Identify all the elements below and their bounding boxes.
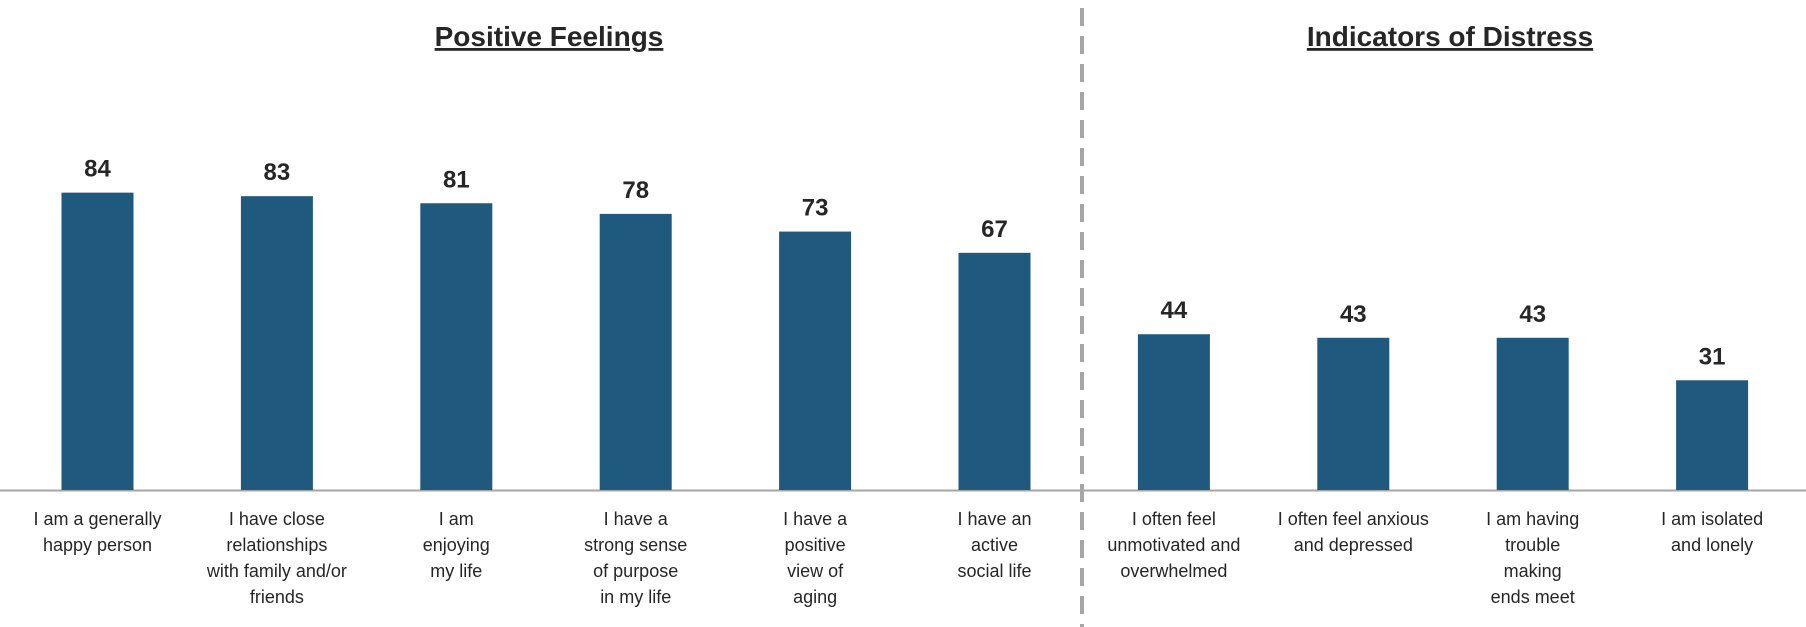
category-label-0-3: I have a strong sense of purpose in my life [584,509,687,607]
value-label-0-2: 81 [443,166,470,193]
bar-1-2 [1496,337,1569,490]
category-label-line: active [971,535,1018,555]
category-label-line: trouble [1505,535,1560,555]
category-label-line: I am a generally [33,509,161,529]
category-label-line: ends meet [1491,587,1575,607]
category-label-0-2: I am enjoying my life [423,509,490,581]
category-label-line: strong sense [584,535,687,555]
value-label-1-0: 44 [1161,297,1188,324]
category-label-0-4: I have a positive view of aging [783,509,848,607]
value-label-0-3: 78 [622,177,649,204]
category-label-0-0: I am a generally happy person [33,509,161,555]
category-label-line: of purpose [593,561,678,581]
category-label-line: relationships [226,535,327,555]
category-label-0-1: I have close relationships with family and… [206,509,347,607]
section-title-0: Positive Feelings [435,21,664,52]
value-label-1-2: 43 [1519,301,1546,328]
category-label-line: and depressed [1294,535,1413,555]
bar-1-1 [1317,337,1390,490]
category-label-line: I am isolated [1661,509,1763,529]
category-label-line: I am having [1486,509,1579,529]
category-label-line: I often feel [1132,509,1216,529]
category-label-line: friends [250,587,304,607]
category-label-line: happy person [43,535,152,555]
category-label-line: I am [439,509,474,529]
category-label-1-1: I often feel anxious and depressed [1278,509,1429,555]
category-label-line: my life [430,561,482,581]
value-label-1-1: 43 [1340,301,1367,328]
bar-1-3 [1676,380,1749,490]
category-label-1-2: I am having trouble making ends meet [1486,509,1579,607]
value-label-0-0: 84 [84,156,111,183]
category-label-1-3: I am isolated and lonely [1661,509,1763,555]
value-label-0-4: 73 [802,195,829,222]
section-title-1: Indicators of Distress [1307,21,1593,52]
category-label-line: I have close [229,509,325,529]
category-label-line: social life [957,561,1031,581]
category-label-line: view of [787,561,844,581]
category-label-line: and lonely [1671,535,1753,555]
category-label-line: overwhelmed [1120,561,1227,581]
value-label-0-5: 67 [981,216,1008,243]
category-label-line: enjoying [423,535,490,555]
bar-0-3 [599,213,672,490]
category-label-line: I have a [604,509,669,529]
category-label-1-0: I often feel unmotivated and overwhelmed [1107,509,1240,581]
value-label-1-3: 31 [1699,343,1726,370]
value-label-0-1: 83 [264,159,291,186]
bar-0-2 [420,203,493,490]
category-label-line: aging [793,587,837,607]
category-label-line: making [1504,561,1562,581]
category-label-0-5: I have an active social life [957,509,1031,581]
category-label-line: in my life [600,587,671,607]
category-label-line: unmotivated and [1107,535,1240,555]
bar-1-0 [1137,334,1210,490]
category-label-line: I have a [783,509,848,529]
bar-0-5 [958,252,1031,490]
bar-0-0 [61,192,134,490]
category-label-line: with family and/or [206,561,347,581]
category-label-line: positive [785,535,846,555]
bar-0-1 [240,196,313,490]
category-label-line: I often feel anxious [1278,509,1429,529]
bar-0-4 [779,231,852,490]
category-label-line: I have an [957,509,1031,529]
